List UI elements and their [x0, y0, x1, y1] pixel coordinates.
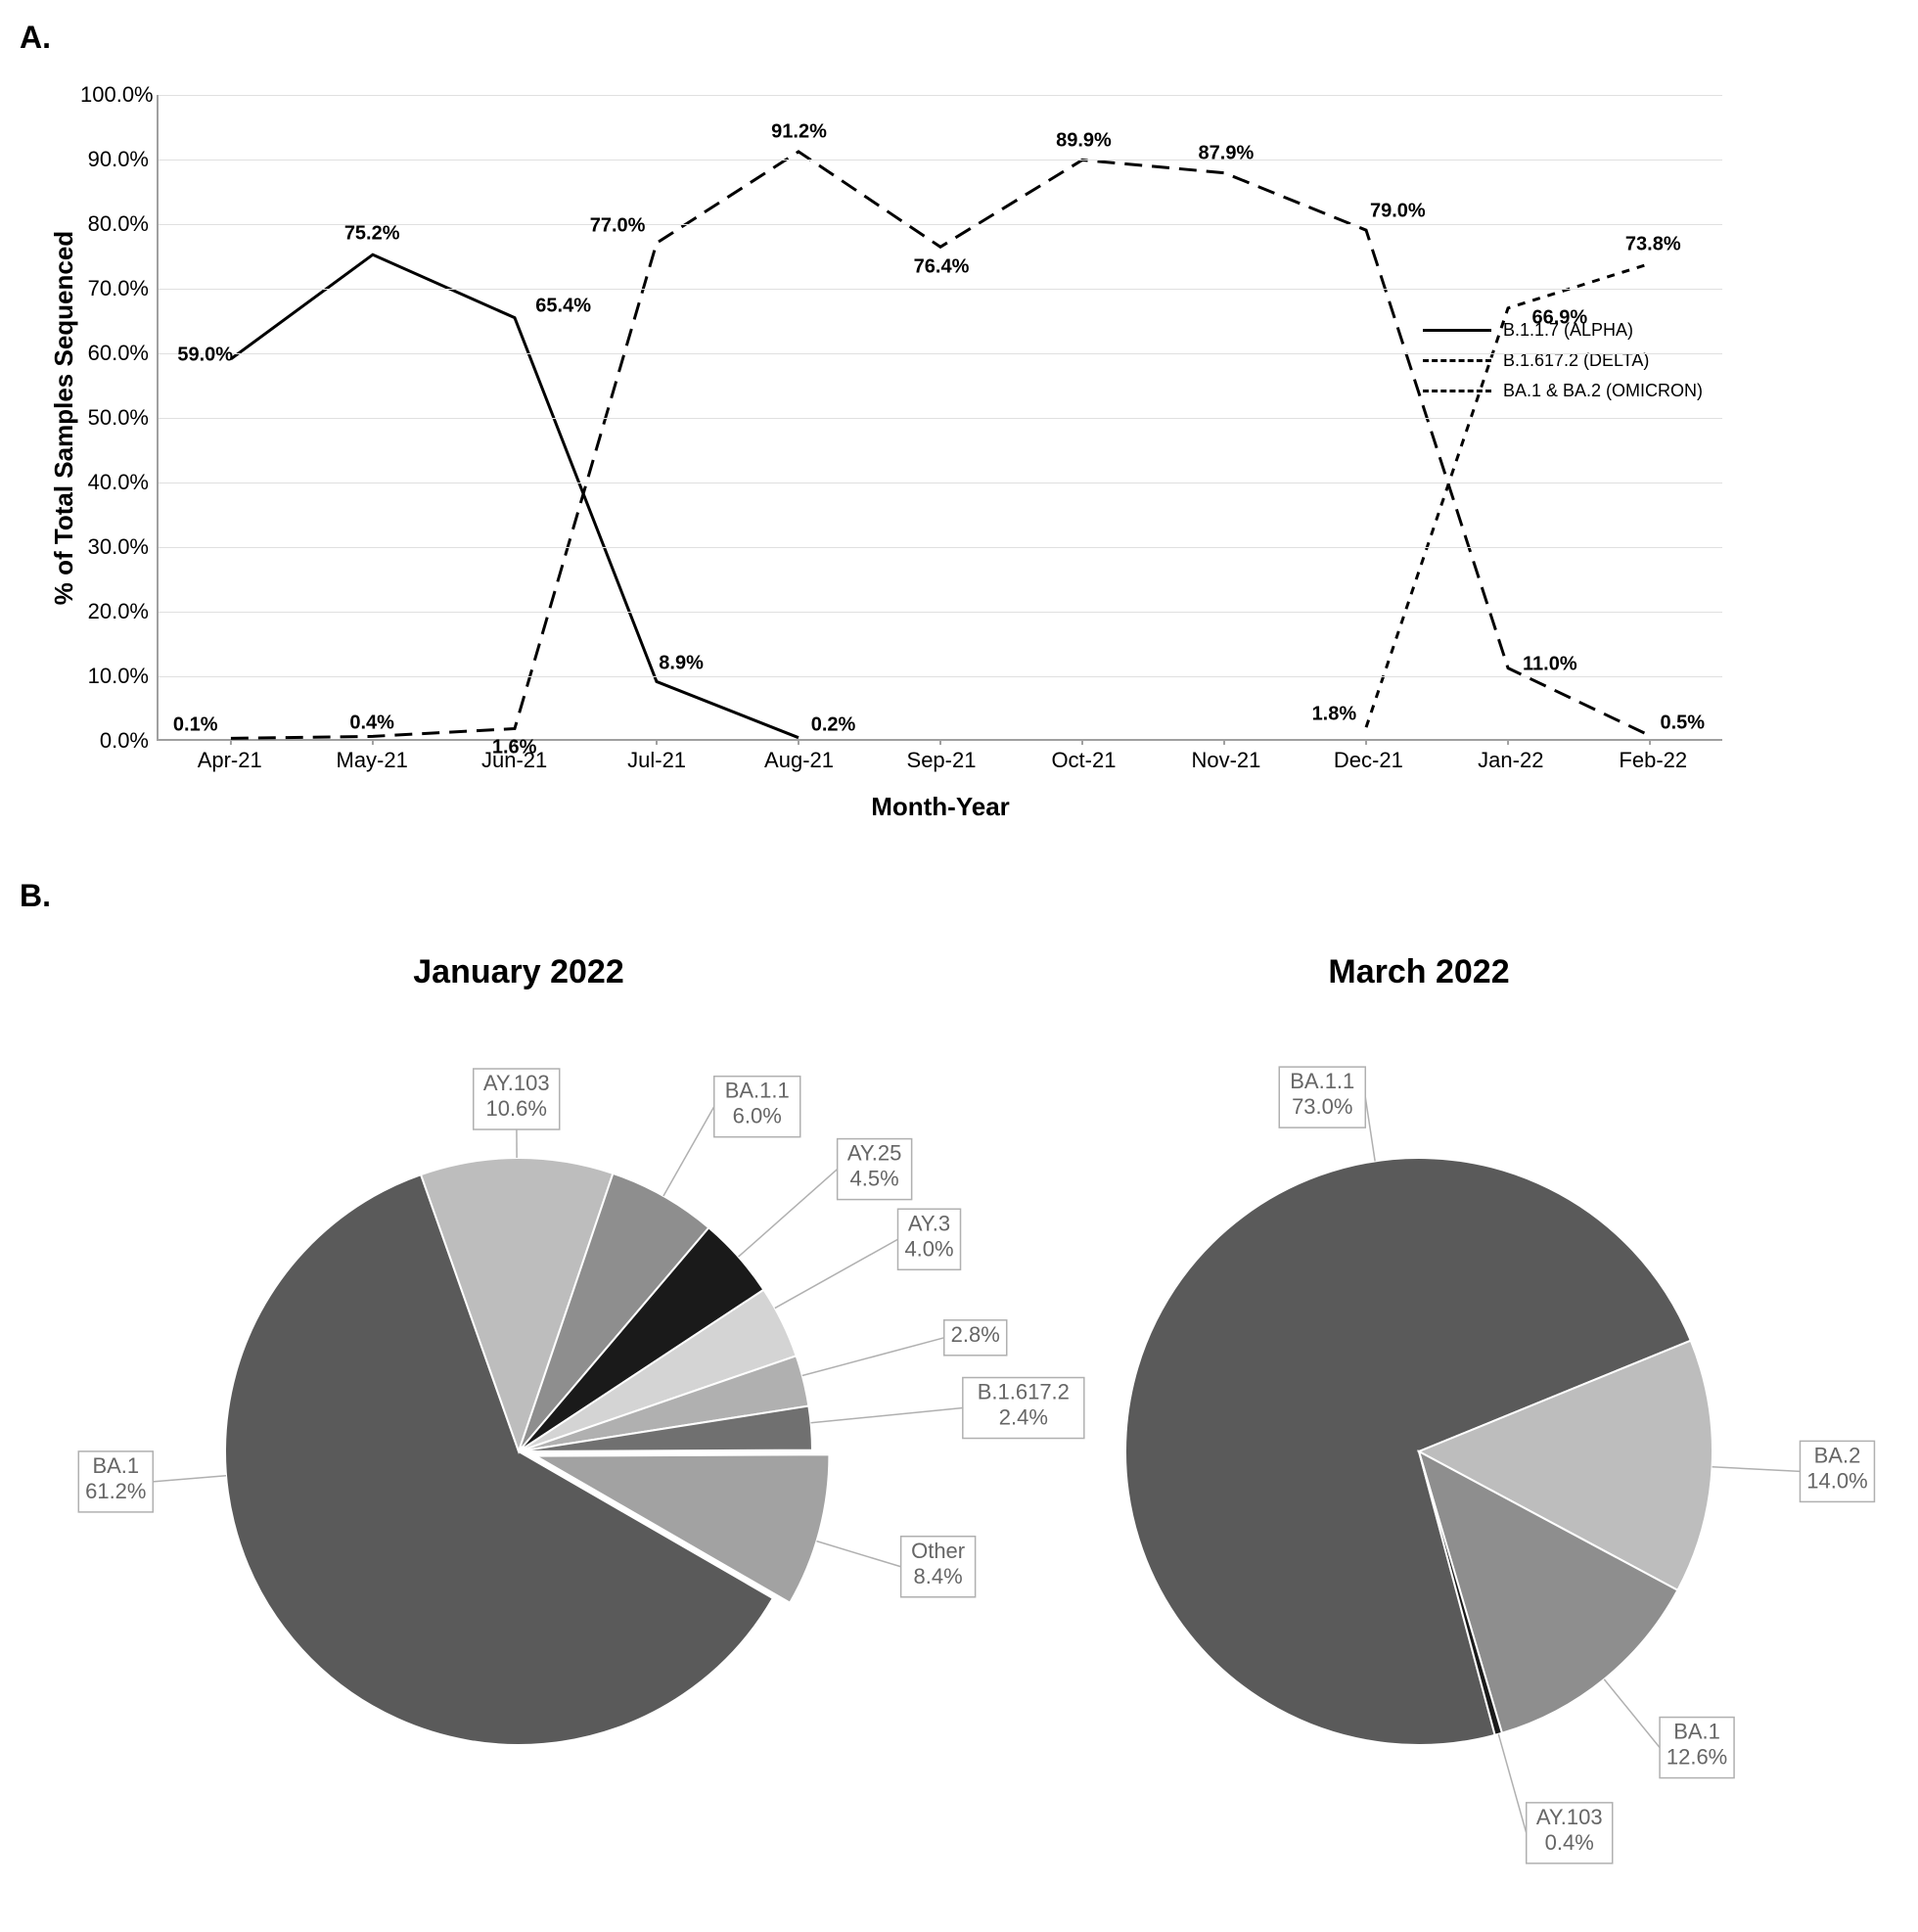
line-chart-svg [159, 95, 1722, 739]
data-point-label: 11.0% [1523, 654, 1577, 676]
pie-label-text: 14.0% [1806, 1468, 1867, 1493]
pie-label-text: 12.6% [1667, 1745, 1727, 1770]
pie-svg: BA.161.2%AY.10310.6%BA.1.16.0%AY.254.5%A… [98, 1001, 939, 1843]
pie-label-text: 6.0% [733, 1104, 782, 1128]
pie-label-text: BA.2 [1814, 1443, 1861, 1467]
xtick-label: Apr-21 [198, 748, 262, 773]
pie-chart: January 2022BA.161.2%AY.10310.6%BA.1.16.… [98, 953, 939, 1834]
ytick-label: 50.0% [80, 405, 149, 431]
line-chart-area: Month-Year B.1.1.7 (ALPHA)B.1.617.2 (DEL… [157, 95, 1722, 741]
figure: A. % of Total Samples Sequenced Month-Ye… [20, 20, 1898, 1912]
xtick-label: May-21 [336, 748, 407, 773]
pie-label-text: BA.1.1 [725, 1079, 790, 1103]
data-point-label: 77.0% [590, 214, 646, 237]
pie-label-text: 73.0% [1292, 1094, 1352, 1119]
data-point-label: 89.9% [1056, 129, 1112, 152]
pie-title: January 2022 [98, 953, 939, 991]
data-point-label: 66.9% [1531, 307, 1587, 330]
pie-label-text: AY.103 [483, 1071, 550, 1095]
xaxis-label: Month-Year [871, 792, 1010, 822]
data-point-label: 1.6% [492, 737, 537, 759]
ytick-label: 30.0% [80, 534, 149, 560]
legend-label: BA.1 & BA.2 (OMICRON) [1503, 381, 1703, 401]
pie-label-text: 0.4% [1545, 1830, 1594, 1855]
data-point-label: 65.4% [535, 296, 591, 318]
data-point-label: 1.8% [1312, 704, 1357, 726]
pie-chart: March 2022BA.1.173.0%BA.214.0%BA.112.6%A… [998, 953, 1840, 1834]
xtick-label: Nov-21 [1191, 748, 1260, 773]
data-point-label: 75.2% [344, 222, 400, 245]
data-point-label: 0.4% [349, 713, 394, 735]
pie-label-text: AY.3 [908, 1211, 950, 1235]
xtick-label: Sep-21 [907, 748, 977, 773]
data-point-label: 0.5% [1660, 712, 1705, 734]
xtick-label: Jul-21 [627, 748, 686, 773]
yaxis-label: % of Total Samples Sequenced [49, 231, 79, 605]
ytick-label: 60.0% [80, 341, 149, 366]
pie-label-text: 2.8% [951, 1322, 1000, 1347]
pie-label-text: AY.25 [847, 1141, 901, 1166]
xtick-label: Dec-21 [1334, 748, 1403, 773]
data-point-label: 59.0% [177, 344, 233, 366]
data-point-label: 8.9% [659, 653, 704, 675]
pie-label-text: 61.2% [85, 1479, 146, 1503]
ytick-label: 70.0% [80, 276, 149, 301]
data-point-label: 87.9% [1199, 142, 1255, 164]
data-point-label: 91.2% [771, 121, 827, 144]
panel-a: % of Total Samples Sequenced Month-Year … [20, 56, 1898, 878]
data-point-label: 79.0% [1370, 200, 1426, 222]
xtick-label: Jan-22 [1478, 748, 1543, 773]
pie-label-text: Other [911, 1539, 965, 1563]
ytick-label: 40.0% [80, 470, 149, 495]
pie-label-text: AY.103 [1536, 1805, 1603, 1829]
data-point-label: 76.4% [914, 255, 970, 278]
xtick-label: Aug-21 [764, 748, 834, 773]
pie-label-text: 8.4% [914, 1564, 963, 1588]
panel-a-label: A. [20, 20, 1898, 56]
ytick-label: 0.0% [80, 728, 149, 754]
xtick-label: Oct-21 [1051, 748, 1116, 773]
panel-b: January 2022BA.161.2%AY.10310.6%BA.1.16.… [20, 953, 1898, 1912]
ytick-label: 100.0% [80, 82, 149, 108]
panel-b-label: B. [20, 878, 1898, 914]
pie-title: March 2022 [998, 953, 1840, 991]
pie-label-text: BA.1.1 [1290, 1069, 1354, 1093]
ytick-label: 80.0% [80, 211, 149, 237]
pie-label-text: 10.6% [486, 1096, 547, 1121]
pie-label-text: 4.5% [850, 1167, 899, 1191]
pie-label-text: 4.0% [904, 1236, 953, 1261]
legend-item: BA.1 & BA.2 (OMICRON) [1423, 381, 1703, 401]
data-point-label: 0.1% [173, 714, 218, 737]
pie-label-text: BA.1 [92, 1453, 139, 1478]
data-point-label: 0.2% [811, 713, 856, 736]
pie-svg: BA.1.173.0%BA.214.0%BA.112.6%AY.1030.4% [998, 1001, 1840, 1843]
ytick-label: 20.0% [80, 599, 149, 624]
ytick-label: 10.0% [80, 664, 149, 689]
pie-label-text: BA.1 [1673, 1720, 1720, 1744]
data-point-label: 73.8% [1625, 233, 1681, 255]
xtick-label: Feb-22 [1619, 748, 1687, 773]
legend: B.1.1.7 (ALPHA)B.1.617.2 (DELTA)BA.1 & B… [1423, 320, 1703, 411]
ytick-label: 90.0% [80, 147, 149, 172]
